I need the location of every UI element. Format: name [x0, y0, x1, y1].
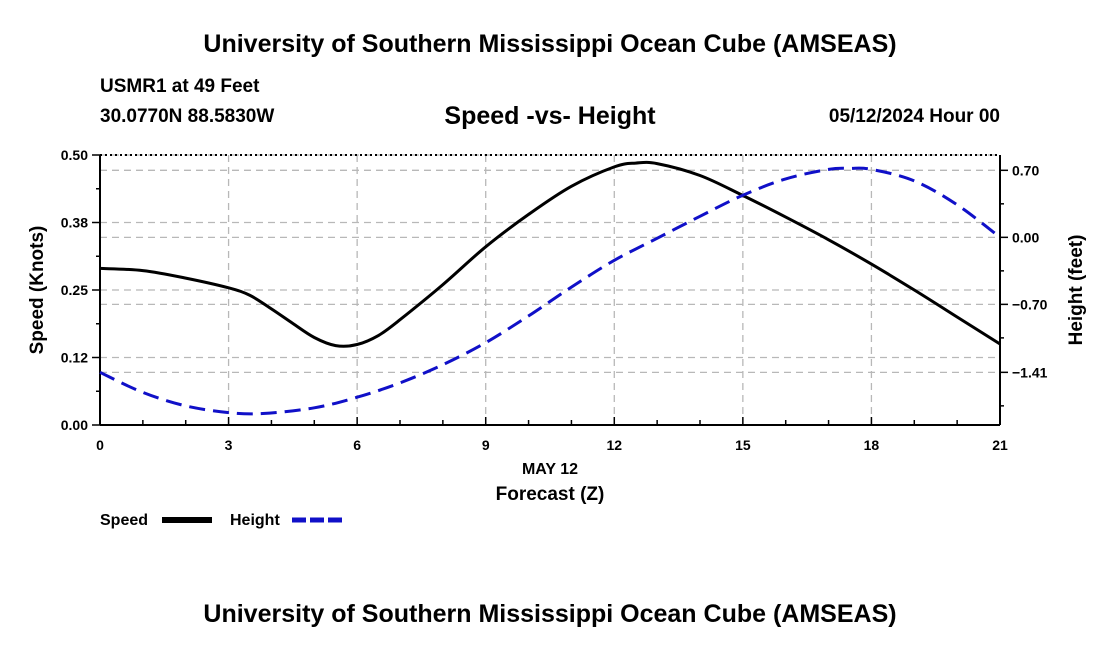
height-series-line: [99, 166, 1001, 416]
x-date-label: MAY 12: [522, 461, 578, 478]
x-tick-label: 6: [353, 437, 361, 453]
right-tick-label: −1.41: [1012, 364, 1048, 380]
left-tick-label: 0.38: [61, 215, 88, 231]
legend-speed-label: Speed: [100, 512, 148, 529]
left-axis-label: Speed (Knots): [27, 226, 48, 355]
x-tick-label: 15: [735, 437, 751, 453]
x-axis-label: Forecast (Z): [496, 484, 605, 505]
forecast-date-label: 05/12/2024 Hour 00: [828, 106, 1000, 127]
left-tick-label: 0.00: [61, 417, 88, 433]
speed-series-line: [99, 160, 1001, 348]
chart-title: University of Southern Mississippi Ocean…: [203, 30, 897, 58]
legend-height-label: Height: [230, 512, 280, 529]
right-tick-label: 0.70: [1012, 162, 1039, 178]
right-tick-label: −0.70: [1012, 296, 1048, 312]
x-tick-label: 9: [482, 437, 490, 453]
station-label: USMR1 at 49 Feet: [100, 76, 260, 97]
left-tick-label: 0.50: [61, 147, 88, 163]
right-axis-label: Height (feet): [1066, 235, 1087, 346]
footer-title: University of Southern Mississippi Ocean…: [203, 600, 897, 628]
x-tick-label: 21: [992, 437, 1008, 453]
coordinates-label: 30.0770N 88.5830W: [100, 106, 275, 127]
left-tick-label: 0.25: [61, 282, 88, 298]
left-tick-label: 0.12: [61, 350, 88, 366]
x-tick-label: 0: [96, 437, 104, 453]
x-tick-label: 12: [606, 437, 622, 453]
x-tick-label: 3: [225, 437, 233, 453]
right-tick-label: 0.00: [1012, 229, 1039, 245]
x-tick-label: 18: [864, 437, 880, 453]
chart-subtitle: Speed -vs- Height: [444, 102, 656, 130]
